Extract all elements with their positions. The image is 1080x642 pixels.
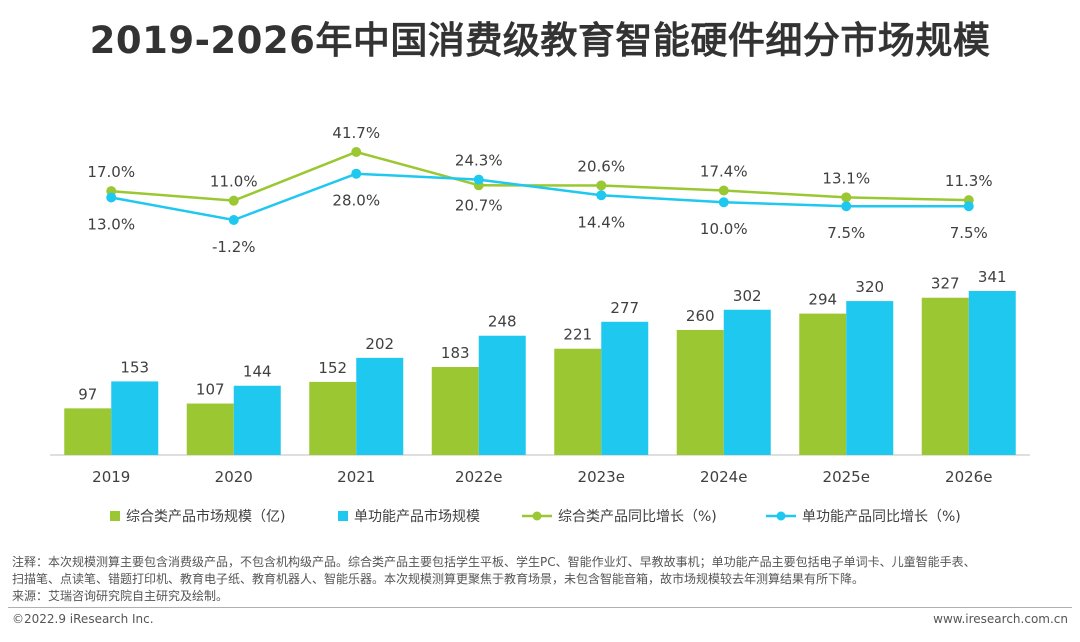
x-tick-label-2026e: 2026e xyxy=(945,468,992,486)
bar-value-label-comprehensive-2025e: 294 xyxy=(808,291,837,309)
website: www.iresearch.com.cn xyxy=(933,612,1068,626)
line-label-single-function-2026e: 7.5% xyxy=(950,224,988,242)
line-label-comprehensive-2026e: 11.3% xyxy=(945,172,993,190)
legend-single-function-growth-label: 单功能产品同比增长（%) xyxy=(802,509,961,525)
x-tick-label-2019: 2019 xyxy=(92,468,130,486)
line-single-function-growth xyxy=(111,172,969,222)
line-point-single-function-2024e xyxy=(718,197,729,208)
bar-value-label-comprehensive-2023e: 221 xyxy=(563,326,592,344)
bar-single-function-2022e xyxy=(478,335,526,455)
line-label-comprehensive-2019: 17.0% xyxy=(87,163,135,181)
bar-value-label-comprehensive-2024e: 260 xyxy=(686,307,715,325)
line-point-single-function-2021 xyxy=(351,168,362,179)
bar-comprehensive-2025e xyxy=(799,313,847,455)
bar-comprehensive-2021 xyxy=(309,381,357,455)
bar-value-label-single-function-2023e: 277 xyxy=(610,299,639,317)
line-label-single-function-2021: 28.0% xyxy=(332,192,380,210)
line-label-comprehensive-2024e: 17.4% xyxy=(700,163,748,181)
line-point-comprehensive-2023e xyxy=(596,180,607,191)
legend-comprehensive-market-label: 综合类产品市场规模（亿) xyxy=(126,508,285,525)
source-line: 来源：艾瑞咨询研究院自主研究及绘制。 xyxy=(12,589,229,603)
line-point-single-function-2022e xyxy=(473,174,484,185)
line-label-single-function-2025e: 7.5% xyxy=(827,224,865,242)
bar-value-label-single-function-2024e: 302 xyxy=(733,287,762,305)
footer-divider xyxy=(8,607,1072,608)
line-label-comprehensive-2022e: 20.7% xyxy=(455,196,503,214)
line-comprehensive-growth xyxy=(111,150,969,202)
line-label-comprehensive-2023e: 20.6% xyxy=(577,157,625,175)
line-point-comprehensive-2020 xyxy=(228,195,239,206)
bar-single-function-2023e xyxy=(601,321,649,455)
footnote: 注释：本次规模测算主要包含消费级产品，不包含机构级产品。综合类产品主要包括学生平… xyxy=(12,554,1074,605)
bar-value-label-comprehensive-2021: 152 xyxy=(318,359,347,377)
bar-comprehensive-2019 xyxy=(64,408,112,455)
bar-value-label-comprehensive-2019: 97 xyxy=(78,385,97,403)
line-label-single-function-2023e: 14.4% xyxy=(577,213,625,231)
x-tick-label-2025e: 2025e xyxy=(823,468,870,486)
bar-comprehensive-2026e xyxy=(921,297,969,455)
bar-value-label-single-function-2021: 202 xyxy=(365,335,394,353)
bar-single-function-2021 xyxy=(356,357,404,455)
x-tick-label-2024e: 2024e xyxy=(700,468,747,486)
bar-value-label-comprehensive-2022e: 183 xyxy=(441,344,470,362)
line-point-single-function-2025e xyxy=(841,201,852,212)
bar-comprehensive-2023e xyxy=(554,348,602,455)
legend-single-function-growth-swatch-dot xyxy=(776,511,786,521)
x-tick-label-2022e: 2022e xyxy=(455,468,502,486)
x-tick-label-2021: 2021 xyxy=(337,468,375,486)
x-tick-label-2023e: 2023e xyxy=(578,468,625,486)
footnote-line-2: 扫描笔、点读笔、错题打印机、教育电子纸、教育机器人、智能乐器。本次规模测算更聚焦… xyxy=(12,572,865,586)
line-label-single-function-2024e: 10.0% xyxy=(700,220,748,238)
legend-single-function-market-swatch xyxy=(338,511,348,521)
line-point-single-function-2019 xyxy=(106,192,117,203)
bar-single-function-2025e xyxy=(846,301,894,455)
line-label-single-function-2019: 13.0% xyxy=(87,215,135,233)
bar-value-label-comprehensive-2026e: 327 xyxy=(931,275,960,293)
copyright: ©2022.9 iResearch Inc. xyxy=(12,612,154,626)
chart-area: 97 107 152 183 221 260 294 327 153 144 202 248 277 30… xyxy=(50,124,1030,525)
line-label-single-function-2022e: 24.3% xyxy=(455,152,503,170)
bar-value-label-single-function-2025e: 320 xyxy=(855,278,884,296)
legend-comprehensive-growth-swatch-dot xyxy=(532,511,542,521)
line-label-comprehensive-2020: 11.0% xyxy=(210,173,258,191)
legend-comprehensive-market-swatch xyxy=(110,511,120,521)
bar-single-function-2024e xyxy=(723,309,771,455)
bar-comprehensive-2024e xyxy=(676,329,724,455)
footnote-line-1: 注释：本次规模测算主要包含消费级产品，不包含机构级产品。综合类产品主要包括学生平… xyxy=(12,555,976,569)
bar-value-label-comprehensive-2020: 107 xyxy=(196,381,225,399)
line-label-comprehensive-2025e: 13.1% xyxy=(822,169,870,187)
bar-value-label-single-function-2022e: 248 xyxy=(488,313,517,331)
bar-single-function-2019 xyxy=(111,381,159,455)
line-point-comprehensive-2024e xyxy=(718,185,729,196)
legend-single-function-market-label: 单功能产品市场规模 xyxy=(354,508,480,525)
line-point-single-function-2026e xyxy=(963,201,974,212)
bar-comprehensive-2020 xyxy=(186,403,234,455)
line-point-comprehensive-2025e xyxy=(841,192,852,203)
bar-comprehensive-2022e xyxy=(431,366,479,455)
line-point-single-function-2020 xyxy=(228,215,239,225)
legend-comprehensive-growth-label: 综合类产品同比增长（%) xyxy=(558,509,717,525)
bar-single-function-2020 xyxy=(233,385,281,455)
bar-value-label-single-function-2020: 144 xyxy=(243,363,272,381)
chart-title: 2019-2026年中国消费级教育智能硬件细分市场规模 xyxy=(89,19,991,62)
bar-value-label-single-function-2019: 153 xyxy=(120,358,149,376)
line-point-single-function-2023e xyxy=(596,190,607,201)
x-tick-label-2020: 2020 xyxy=(215,468,253,486)
bar-single-function-2026e xyxy=(968,291,1016,455)
bar-value-label-single-function-2026e: 341 xyxy=(978,268,1007,286)
line-point-comprehensive-2021 xyxy=(351,147,362,157)
line-label-single-function-2020: -1.2% xyxy=(212,238,256,256)
line-label-comprehensive-2021: 41.7% xyxy=(332,124,380,142)
